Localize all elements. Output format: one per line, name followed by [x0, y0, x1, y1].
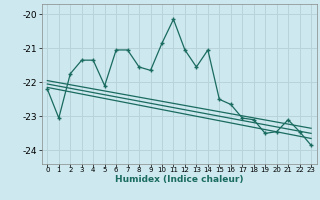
X-axis label: Humidex (Indice chaleur): Humidex (Indice chaleur): [115, 175, 244, 184]
